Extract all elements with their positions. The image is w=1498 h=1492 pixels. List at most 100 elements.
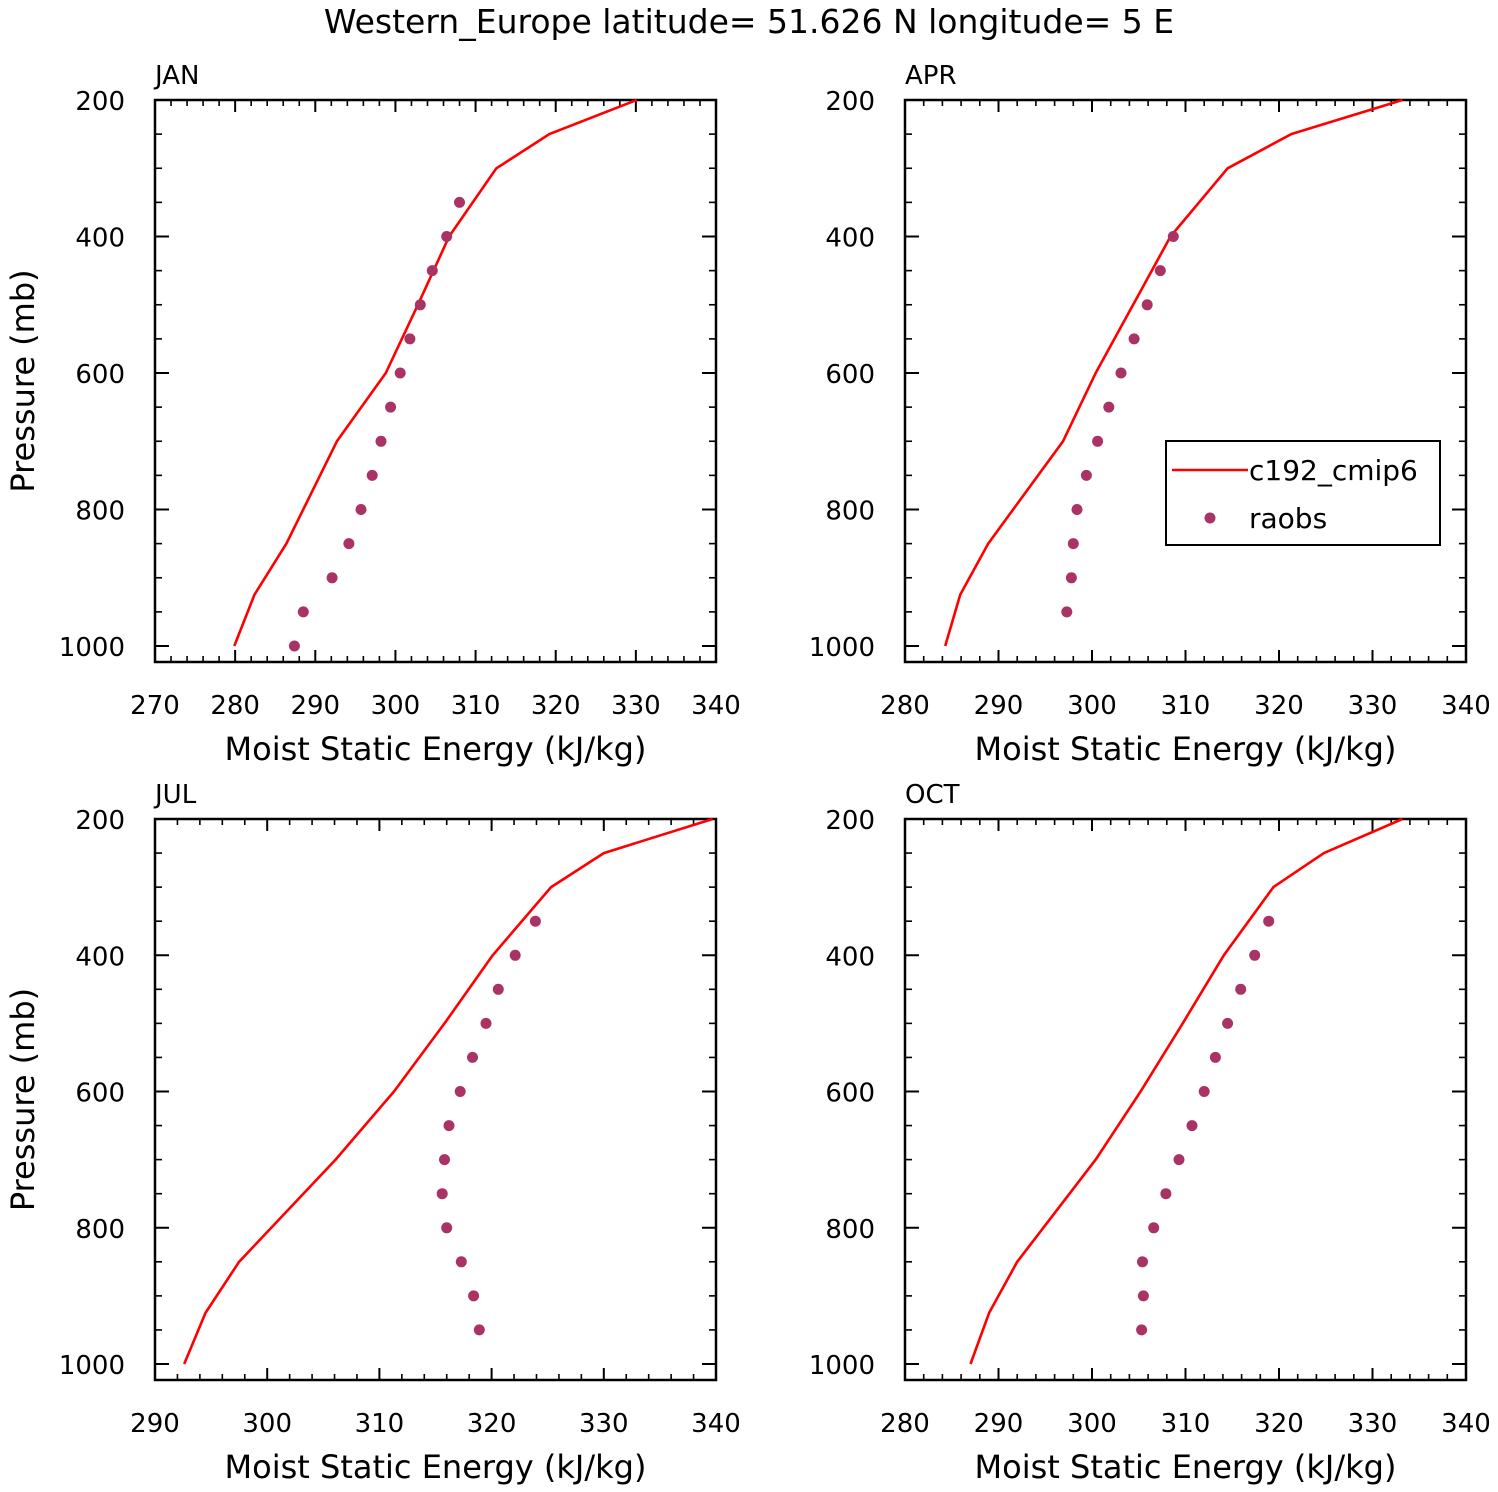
- y-tick-label: 800: [75, 497, 125, 527]
- x-tick-label: 320: [531, 691, 581, 721]
- obs-point: [394, 367, 406, 379]
- obs-point: [355, 504, 367, 515]
- obs-point: [1148, 1222, 1160, 1234]
- obs-point: [1154, 265, 1166, 277]
- panels: JAN 270 280 290 300 310 320 330 340 200 400 600 800 1…: [4, 61, 1491, 1486]
- x-tick-label: 290: [974, 691, 1024, 721]
- x-tick-label: 300: [1067, 1409, 1117, 1439]
- y-tick-label: 200: [75, 806, 125, 836]
- x-tick-label: 280: [880, 691, 930, 721]
- y-axis-label: Pressure (mb): [4, 988, 42, 1211]
- obs-point: [1186, 1120, 1198, 1132]
- x-axis-label: Moist Static Energy (kJ/kg): [975, 730, 1397, 768]
- figure-title: Western_Europe latitude= 51.626 N longit…: [324, 2, 1174, 41]
- y-tick-label: 800: [825, 1215, 875, 1245]
- panel-apr: APR 280 290 300 310 320 330 340 200 400 600 800 1000…: [809, 61, 1491, 768]
- legend-box: [1165, 440, 1441, 546]
- x-tick-label: 290: [290, 691, 340, 721]
- panel-jul: JUL 290 300 310 320 330 340 200 400 600 800 1000 Moi…: [4, 780, 741, 1486]
- y-tick-label: 400: [825, 224, 875, 254]
- obs-point: [468, 1290, 480, 1302]
- x-tick-label: 300: [242, 1409, 292, 1439]
- obs-point: [404, 333, 416, 345]
- y-tick-label: 1000: [59, 633, 125, 663]
- obs-point: [441, 1222, 453, 1234]
- obs-point: [1080, 469, 1092, 481]
- obs-point: [1067, 538, 1079, 550]
- obs-point: [288, 640, 300, 652]
- panel-title: APR: [905, 61, 957, 91]
- obs-point: [441, 231, 453, 242]
- legend-label-model: c192_cmip6: [1249, 454, 1418, 487]
- legend-marker-swatch: [1204, 512, 1216, 524]
- x-tick-label: 340: [691, 691, 741, 721]
- obs-point: [1137, 1290, 1149, 1302]
- y-tick-label: 400: [825, 942, 875, 972]
- x-tick-label: 290: [974, 1409, 1024, 1439]
- x-tick-label: 340: [1441, 691, 1491, 721]
- panel-title: JAN: [153, 61, 199, 91]
- obs-point: [326, 572, 338, 584]
- y-tick-label: 600: [75, 1079, 125, 1109]
- y-axis-label: Pressure (mb): [4, 269, 42, 492]
- x-tick-label: 310: [355, 1409, 405, 1439]
- obs-point: [1065, 572, 1077, 584]
- y-tick-label: 600: [825, 360, 875, 390]
- panel-title: OCT: [905, 780, 960, 810]
- x-axis-label: Moist Static Energy (kJ/kg): [975, 1448, 1397, 1486]
- obs-point: [1128, 333, 1140, 345]
- plot-frame: [903, 817, 1468, 1382]
- x-tick-label: 330: [611, 691, 661, 721]
- x-tick-label: 340: [1441, 1409, 1491, 1439]
- y-tick-label: 1000: [59, 1351, 125, 1381]
- obs-point: [1263, 915, 1275, 927]
- x-tick-label: 320: [1254, 1409, 1304, 1439]
- x-tick-label: 310: [1161, 691, 1211, 721]
- plot-frame: [153, 98, 718, 664]
- x-tick-label: 320: [1254, 691, 1304, 721]
- y-tick-label: 600: [75, 360, 125, 390]
- y-tick-label: 1000: [809, 633, 875, 663]
- obs-point: [1103, 401, 1115, 413]
- y-tick-label: 800: [825, 497, 875, 527]
- x-tick-label: 340: [691, 1409, 741, 1439]
- obs-point: [454, 1086, 466, 1097]
- x-axis-label: Moist Static Energy (kJ/kg): [225, 1448, 647, 1486]
- x-tick-label: 330: [579, 1409, 629, 1439]
- y-tick-label: 1000: [809, 1351, 875, 1381]
- obs-point: [1071, 504, 1083, 515]
- panel-oct: OCT 280 290 300 310 320 330 340 200 400 600 800 1000…: [809, 780, 1491, 1486]
- obs-point: [297, 606, 309, 618]
- obs-point: [1222, 1017, 1234, 1029]
- plot-frame: [903, 98, 1468, 664]
- obs-point: [1115, 367, 1127, 379]
- obs-point: [1209, 1051, 1221, 1063]
- obs-point: [1092, 435, 1104, 447]
- x-tick-label: 320: [467, 1409, 517, 1439]
- obs-point: [454, 196, 465, 208]
- obs-point: [1137, 1256, 1148, 1268]
- obs-point: [375, 435, 387, 447]
- obs-point: [385, 401, 397, 413]
- x-tick-label: 310: [1161, 1409, 1211, 1439]
- y-tick-label: 400: [75, 942, 125, 972]
- y-tick-label: 200: [75, 87, 125, 117]
- x-tick-label: 310: [451, 691, 501, 721]
- plot-frame: [153, 817, 718, 1382]
- x-tick-label: 280: [210, 691, 260, 721]
- obs-point: [1198, 1086, 1210, 1097]
- obs-point: [366, 469, 378, 481]
- obs-point: [414, 299, 426, 311]
- y-tick-label: 600: [825, 1079, 875, 1109]
- obs-point: [426, 265, 438, 277]
- series-line-c192_cmip6: [183, 817, 713, 1365]
- x-tick-label: 280: [880, 1409, 930, 1439]
- obs-point: [1167, 231, 1179, 242]
- y-tick-label: 200: [825, 87, 875, 117]
- y-tick-label: 400: [75, 224, 125, 254]
- obs-point: [443, 1120, 455, 1132]
- x-tick-label: 300: [371, 691, 421, 721]
- y-tick-label: 200: [825, 806, 875, 836]
- obs-point: [480, 1017, 492, 1029]
- panel-jan: JAN 270 280 290 300 310 320 330 340 200 400 600 800 1…: [4, 61, 741, 768]
